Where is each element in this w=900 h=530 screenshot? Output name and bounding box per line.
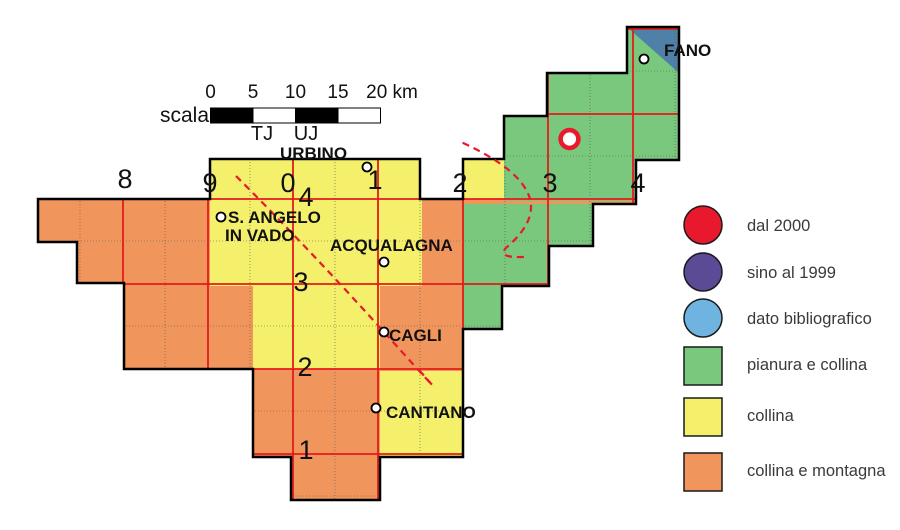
svg-text:3: 3 <box>293 267 308 297</box>
svg-text:IN VADO: IN VADO <box>225 226 295 245</box>
svg-text:URBINO: URBINO <box>280 144 347 163</box>
svg-text:UJ: UJ <box>294 123 318 145</box>
svg-text:scala: scala <box>160 104 209 127</box>
svg-text:2: 2 <box>297 352 312 382</box>
svg-text:4: 4 <box>630 168 645 198</box>
svg-text:20 km: 20 km <box>366 82 418 103</box>
svg-text:3: 3 <box>542 168 557 198</box>
svg-text:ACQUALAGNA: ACQUALAGNA <box>330 236 453 255</box>
svg-text:dal 2000: dal 2000 <box>747 217 810 235</box>
svg-text:CANTIANO: CANTIANO <box>386 403 476 422</box>
svg-text:collina: collina <box>747 407 795 425</box>
svg-text:0: 0 <box>205 82 216 103</box>
svg-text:1: 1 <box>298 435 313 465</box>
svg-text:sino al 1999: sino al 1999 <box>747 264 836 282</box>
svg-text:15: 15 <box>327 82 348 103</box>
svg-text:pianura e collina: pianura e collina <box>747 356 868 374</box>
svg-text:2: 2 <box>452 168 467 198</box>
svg-text:5: 5 <box>248 82 259 103</box>
svg-text:4: 4 <box>298 182 313 212</box>
svg-text:CAGLI: CAGLI <box>389 326 442 345</box>
svg-text:0: 0 <box>280 168 295 198</box>
svg-text:10: 10 <box>285 82 306 103</box>
svg-text:collina e montagna: collina e montagna <box>747 462 886 480</box>
svg-text:8: 8 <box>117 164 132 194</box>
svg-text:dato bibliografico: dato bibliografico <box>747 310 872 328</box>
svg-text:FANO: FANO <box>664 41 711 60</box>
svg-text:1: 1 <box>367 165 382 195</box>
svg-text:9: 9 <box>202 168 217 198</box>
svg-text:TJ: TJ <box>251 123 273 145</box>
